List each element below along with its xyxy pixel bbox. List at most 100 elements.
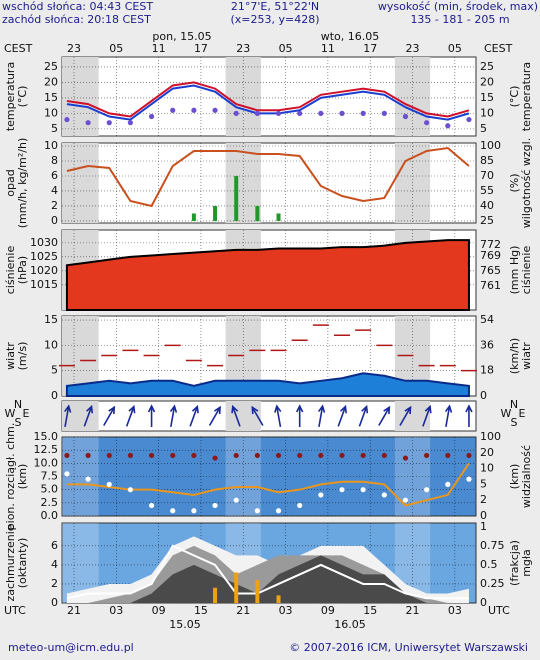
y-tick-label: 5.0	[41, 483, 59, 496]
data-dot	[212, 455, 218, 461]
y2-tick-label: 25	[480, 60, 494, 73]
y2-tick-label: 769	[480, 249, 501, 262]
y-tick-label: 10	[44, 106, 58, 119]
y-tick-label: 6	[51, 539, 58, 552]
data-area	[65, 372, 470, 397]
grid-point: (x=253, y=428)	[230, 13, 319, 26]
x-tick-label: 05	[279, 42, 293, 55]
axis-label: (m/s)	[16, 342, 29, 371]
y-tick-label: 15	[44, 91, 58, 104]
x-tick-label: 11	[152, 42, 166, 55]
y2-tick-label: 10	[480, 462, 494, 475]
wind-arrow	[147, 404, 156, 427]
data-dot	[445, 452, 451, 459]
axis-label: (°C)	[508, 86, 521, 108]
y2-tick-label: 20	[480, 446, 494, 459]
axis-label: (hPa)	[16, 256, 29, 284]
wind-arrow	[399, 405, 412, 426]
y2-tick-label: 36	[480, 338, 494, 351]
x-tick-label: 09	[152, 604, 166, 617]
y2-tick-label: 100	[480, 430, 501, 443]
night-band	[394, 401, 431, 431]
data-dot	[275, 452, 282, 459]
compass-label: E	[23, 407, 30, 420]
compass-label: N	[510, 398, 518, 411]
data-dot	[445, 481, 451, 487]
data-dot	[381, 492, 387, 498]
timezone: UTC	[488, 604, 510, 617]
compass-label: S	[511, 416, 518, 429]
x-tick-label: 15	[363, 604, 377, 617]
data-dot	[318, 110, 324, 116]
data-dot	[254, 508, 260, 514]
x-tick-label: 23	[406, 42, 420, 55]
data-dot	[466, 476, 472, 482]
data-dot	[106, 452, 112, 459]
data-dot	[233, 497, 239, 503]
arrow-shape	[295, 404, 304, 427]
data-dot	[148, 452, 155, 459]
y-tick-label: 2	[51, 199, 58, 212]
y2-tick-label: 765	[480, 264, 501, 277]
data-bar	[255, 580, 260, 603]
wind-arrow	[422, 404, 432, 427]
y2-tick-label: 85	[480, 154, 494, 167]
axis-label: wiatr	[4, 342, 17, 370]
night-band	[62, 57, 99, 136]
y2-tick-label: 2	[480, 493, 487, 506]
arrow-shape	[208, 405, 221, 426]
arrow-shape	[147, 404, 156, 427]
data-area	[66, 555, 469, 603]
arrow-shape	[189, 404, 199, 427]
y2-tick-label: 0.5	[480, 558, 498, 571]
sunset: zachód słońca: 20:18 CEST	[2, 13, 151, 26]
y2-tick-label: 40	[480, 199, 494, 212]
data-dot	[297, 452, 303, 459]
data-dot	[275, 110, 282, 116]
y2-tick-label: 0	[480, 596, 487, 609]
arrow-shape	[422, 404, 432, 427]
data-dot	[85, 120, 91, 126]
compass-label: W	[501, 407, 512, 420]
data-dot	[170, 107, 176, 113]
data-dot	[85, 476, 91, 482]
day-label: pon, 15.05	[152, 30, 211, 43]
axis-label: zachmurzenie	[4, 524, 17, 601]
data-bar	[213, 587, 218, 603]
axis-label: mgła	[520, 549, 533, 577]
data-dot	[170, 452, 176, 459]
arrow-shape	[337, 404, 347, 427]
y-tick-label: 1030	[30, 236, 58, 249]
y-tick-label: 10	[44, 139, 58, 152]
wind-arrow	[83, 404, 94, 427]
y-tick-label: 0.0	[41, 509, 59, 522]
data-dot	[212, 107, 218, 113]
y-tick-label: 0	[51, 214, 58, 227]
y-tick-label: 20	[44, 75, 58, 88]
axis-label: wilgotność wzgl.	[520, 138, 533, 228]
x-tick-label: 21	[67, 604, 81, 617]
arrow-shape	[274, 404, 282, 427]
axis-label: (°C)	[16, 86, 29, 108]
axis-label: widzialność	[520, 445, 533, 508]
data-bar	[213, 205, 218, 221]
compass-label: S	[15, 416, 22, 429]
compass-label: N	[14, 398, 22, 411]
data-dot	[106, 120, 112, 126]
data-area	[65, 239, 470, 311]
axis-label: (mm Hg)	[508, 246, 521, 295]
data-dot	[402, 113, 409, 120]
x-tick-label: 09	[321, 604, 335, 617]
data-dot	[254, 452, 260, 459]
y2-tick-label: 0.75	[480, 539, 505, 552]
axis-label: opad	[4, 169, 17, 196]
coords: 21°7'E, 51°22'N	[231, 0, 319, 13]
y-tick-label: 1020	[30, 264, 58, 277]
y-tick-label: 4	[51, 558, 58, 571]
y2-tick-label: 5	[480, 477, 487, 490]
y-tick-label: 5	[51, 122, 58, 135]
x-tick-label: 05	[448, 42, 462, 55]
arrow-shape	[317, 404, 326, 427]
arrow-shape	[169, 404, 178, 427]
x-tick-label: 03	[448, 604, 462, 617]
